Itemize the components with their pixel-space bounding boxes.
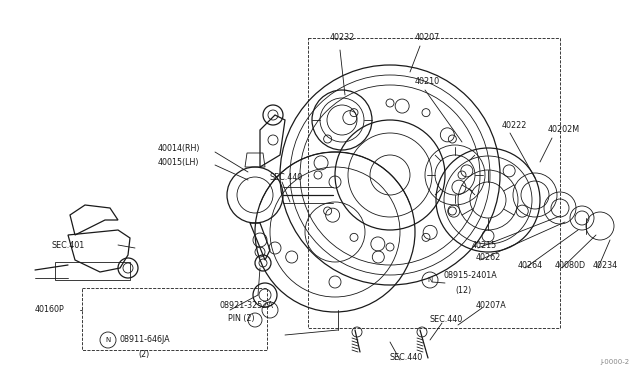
Text: SEC.440: SEC.440 [390,353,423,362]
Text: J-0000-2: J-0000-2 [601,359,630,365]
Text: 40215: 40215 [472,241,497,250]
Bar [82,288,267,350]
Text: 40015(LH): 40015(LH) [158,157,200,167]
Text: 40160P: 40160P [35,305,65,314]
Text: (2): (2) [138,350,149,359]
Text: 40264: 40264 [518,262,543,270]
Text: PIN (2): PIN (2) [228,314,255,323]
Text: 40222: 40222 [502,121,527,129]
Text: 40014(RH): 40014(RH) [158,144,200,153]
Text: 40207: 40207 [415,33,440,42]
Text: N: N [106,337,111,343]
Bar [308,38,560,328]
Text: 40232: 40232 [330,33,355,42]
Text: 40210: 40210 [415,77,440,87]
Text: (12): (12) [455,285,471,295]
Text: 40080D: 40080D [555,262,586,270]
Text: 08911-646JA: 08911-646JA [120,336,171,344]
Text: SEC.440: SEC.440 [430,315,463,324]
Text: N: N [428,277,433,283]
Text: SEC.401: SEC.401 [52,241,85,250]
Text: 40202M: 40202M [548,125,580,135]
Text: 08921-3252A: 08921-3252A [220,301,274,310]
Text: 40207A: 40207A [476,301,507,310]
Text: 40262: 40262 [476,253,501,263]
Text: 40234: 40234 [593,262,618,270]
Text: SEC.440: SEC.440 [270,173,303,183]
Text: 08915-2401A: 08915-2401A [443,272,497,280]
